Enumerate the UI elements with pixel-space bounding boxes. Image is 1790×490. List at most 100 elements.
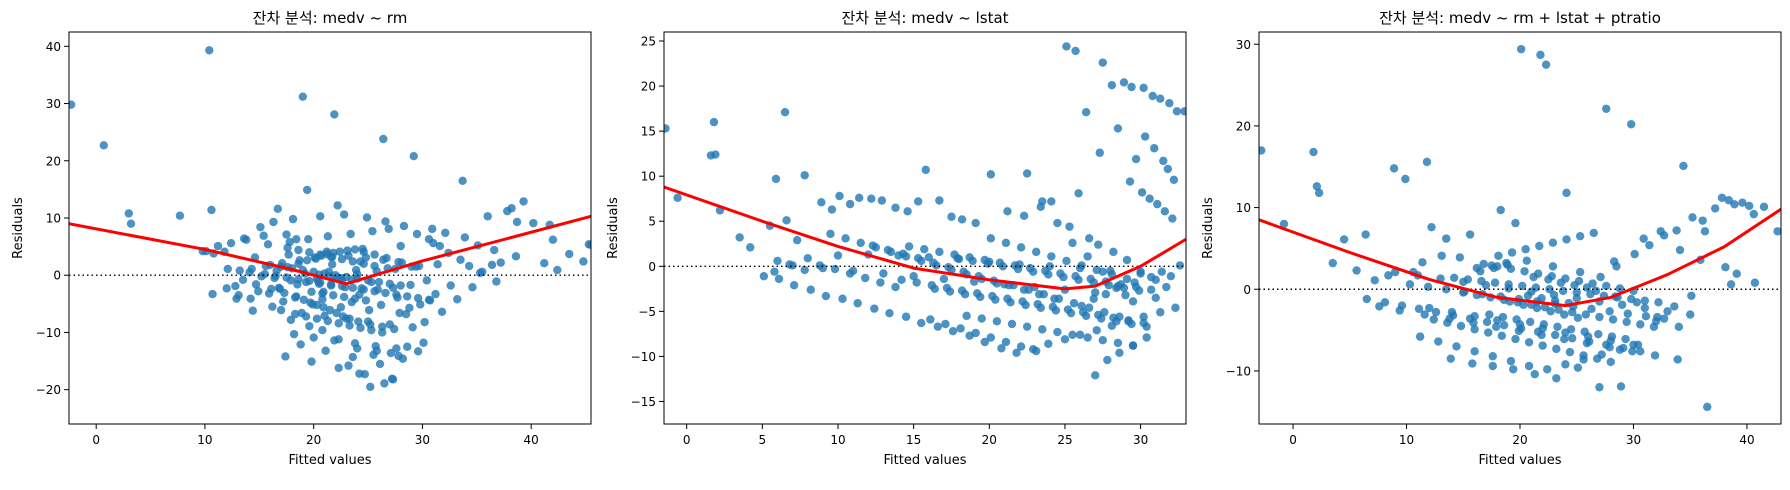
residual-point [1140, 132, 1150, 141]
residual-point [1700, 227, 1710, 236]
residual-point [344, 361, 353, 370]
residual-point [1016, 342, 1026, 351]
residual-point [1522, 256, 1532, 265]
residual-point [385, 320, 395, 329]
residual-point [323, 232, 333, 241]
residual-point [1169, 175, 1179, 184]
residual-point [1437, 251, 1446, 260]
residual-point [1688, 213, 1697, 222]
residual-point [1639, 234, 1648, 243]
y-tick-label: 30 [1236, 38, 1251, 52]
residual-point [1420, 310, 1429, 319]
residual-point [912, 278, 921, 287]
residual-point [920, 244, 929, 254]
residual-point [294, 275, 303, 284]
residual-point [1122, 255, 1132, 265]
residual-point [512, 217, 522, 227]
residual-point [361, 296, 371, 305]
residual-point [1098, 58, 1107, 67]
residual-point [1145, 194, 1154, 203]
residual-point [496, 258, 505, 267]
residual-point [1418, 258, 1427, 267]
residual-point [384, 224, 393, 234]
residual-point [1012, 348, 1021, 358]
residual-point [1019, 211, 1029, 221]
residual-point [1059, 272, 1068, 282]
residual-point [327, 260, 337, 269]
chart-3: 0 10 20 30 40 −10 0 10 20 30 잔차 분석: medv ~ rm + ls… [1201, 9, 1782, 468]
residual-point [1507, 248, 1517, 257]
residual-point [1595, 312, 1604, 322]
residual-point [1535, 241, 1544, 251]
residual-point [1515, 320, 1525, 329]
residual-point [876, 278, 885, 287]
residual-point [1156, 308, 1165, 317]
residual-point [294, 245, 303, 255]
residual-point [1485, 310, 1494, 319]
residual-point [69, 100, 76, 109]
residual-point [1615, 345, 1625, 354]
residual-point [1131, 154, 1141, 164]
residual-point [897, 275, 906, 285]
residual-point [548, 235, 558, 244]
residual-point [1083, 333, 1092, 342]
residual-point [370, 261, 379, 271]
residual-point [302, 185, 312, 195]
residual-point [339, 292, 349, 302]
residual-point [1623, 309, 1633, 318]
residual-point [815, 261, 825, 270]
residual-point [235, 266, 244, 275]
residual-point [1470, 347, 1479, 356]
residual-point [205, 46, 214, 55]
residual-point [337, 254, 347, 264]
residual-point [231, 281, 240, 291]
residual-point [350, 339, 360, 348]
residual-point [1098, 335, 1107, 345]
residual-point [885, 308, 894, 318]
plot-area [69, 46, 591, 391]
residual-point [1597, 350, 1606, 359]
x-tick-label: 25 [1057, 433, 1072, 447]
residual-point [223, 264, 232, 274]
residual-point [346, 229, 355, 239]
residual-point [1153, 199, 1162, 209]
residual-point [945, 287, 955, 296]
residual-point [1721, 263, 1730, 272]
residual-point [1560, 310, 1569, 319]
residual-point [519, 197, 528, 206]
residual-point [394, 351, 403, 361]
residual-point [370, 250, 379, 259]
residual-point [1157, 267, 1166, 276]
y-tick-label: 30 [46, 97, 61, 111]
residual-point [492, 277, 501, 286]
residual-point [877, 196, 887, 205]
residual-point [953, 253, 962, 263]
residual-point [939, 274, 949, 284]
x-tick-label: 20 [982, 433, 997, 447]
chart-title: 잔차 분석: medv ~ rm + lstat + ptratio [1379, 9, 1661, 27]
residual-point [276, 305, 286, 315]
residual-point [339, 210, 349, 219]
residual-point [291, 309, 300, 319]
residual-point [1628, 347, 1637, 356]
residual-point [1032, 247, 1041, 257]
residual-point [673, 193, 682, 203]
residual-point [1127, 82, 1136, 92]
residual-point [367, 325, 376, 335]
residual-point [319, 303, 328, 312]
residual-point [1630, 249, 1639, 259]
residual-point [1493, 316, 1502, 325]
residual-point [845, 199, 855, 209]
residual-point [399, 221, 409, 231]
residual-point [1673, 355, 1682, 364]
residual-point [1476, 267, 1485, 276]
residual-point [273, 204, 282, 214]
residual-point [1606, 357, 1615, 367]
residual-point [388, 375, 398, 384]
residual-point [1514, 326, 1524, 336]
residual-point [376, 300, 386, 310]
residual-point [1609, 257, 1619, 266]
residual-point [1640, 303, 1650, 313]
residual-point [268, 302, 277, 311]
residual-point [1675, 245, 1685, 255]
